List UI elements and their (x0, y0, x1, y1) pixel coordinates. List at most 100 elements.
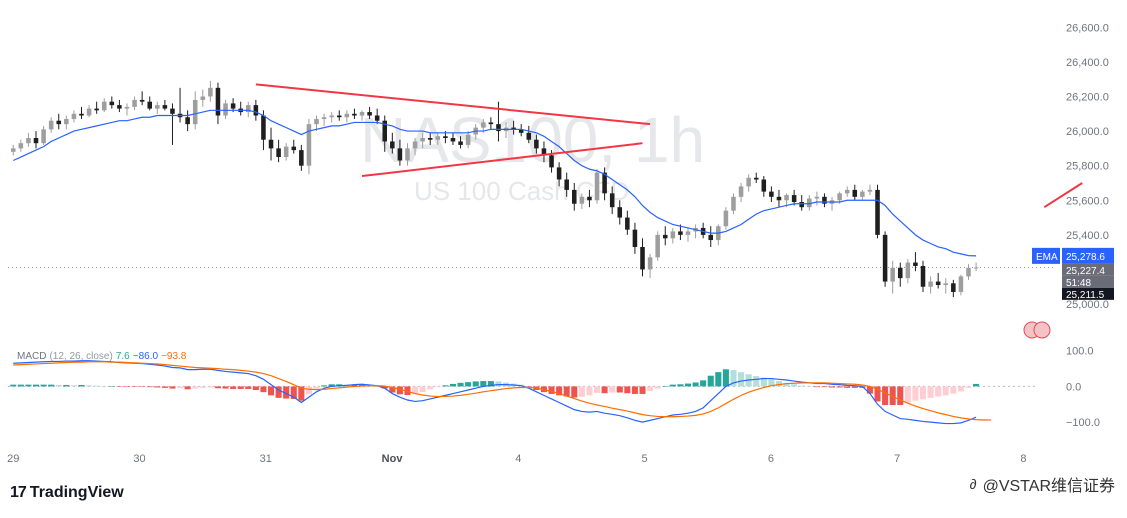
candle-body (314, 118, 319, 125)
candle-body (685, 231, 691, 235)
macd-hist-bar (449, 383, 457, 387)
macd-hist-bar (730, 370, 737, 387)
candle-body (321, 117, 327, 119)
macd-hist-bar (237, 386, 244, 389)
ema-value-badge (1062, 247, 1114, 264)
macd-hist-bar (563, 386, 570, 397)
macd-hist-bar (10, 384, 17, 387)
candle-body (283, 146, 289, 158)
candle-body (41, 129, 46, 144)
candle-body (549, 155, 554, 168)
candle-body (640, 246, 645, 270)
macd-hist-bar (442, 385, 449, 387)
time-axis: 29 30 31 Nov 4 5 6 7 8 (7, 453, 1026, 465)
macd-hist-bar (389, 386, 396, 393)
candle-body (655, 234, 660, 258)
price-tick-label: 25,000.0 (1066, 299, 1109, 311)
macd-lines-layer (13, 360, 992, 425)
candle-body (427, 138, 433, 140)
macd-hist-bar (108, 386, 115, 387)
candle-body (359, 112, 365, 116)
price-tick-label: 25,400.0 (1066, 230, 1109, 242)
macd-hist-bar (738, 372, 745, 387)
macd-hist-bar (245, 386, 252, 389)
macd-hist-bar (267, 386, 275, 396)
candle-body (117, 105, 122, 109)
macd-hist-bar (957, 386, 964, 392)
candle-body (844, 189, 850, 194)
macd-hist-bar (177, 386, 184, 389)
macd-hist-bar (230, 386, 237, 389)
candle-body (390, 141, 395, 149)
candle-body (162, 105, 168, 109)
macd-hist-bar (70, 385, 77, 387)
macd-hist-bar (753, 376, 760, 387)
candle-body (488, 122, 494, 125)
macd-hist-bar (25, 384, 32, 387)
trendline[interactable] (1043, 182, 1083, 209)
candle-body (753, 177, 759, 180)
macd-legend-text[interactable]: MACD (12, 26, close) 7.6 −86.0 −93.8 (17, 351, 187, 362)
candle-body (822, 196, 827, 204)
candle-body (374, 115, 380, 121)
macd-hist-bar (321, 385, 328, 387)
candle-body (913, 262, 918, 266)
candle-body (708, 234, 714, 241)
time-tick-label: 7 (894, 453, 900, 465)
macd-hist-bar (775, 381, 783, 387)
macd-hist-bar (851, 386, 858, 388)
tradingview-logo[interactable]: 17 TradingView (10, 484, 124, 502)
macd-hist-bar (275, 386, 282, 398)
us-flag-icon-2[interactable] (1033, 321, 1051, 339)
candle-body (299, 150, 304, 166)
trendline[interactable] (255, 83, 651, 126)
macd-hist-bar (374, 386, 381, 387)
macd-hist-bar (169, 386, 176, 389)
price-tick-label: 26,400.0 (1066, 57, 1109, 69)
price-tick-label: 26,600.0 (1066, 22, 1109, 34)
time-tick-label: 6 (768, 453, 774, 465)
candle-body (518, 129, 524, 133)
candle-body (723, 210, 729, 227)
trendline[interactable] (361, 142, 643, 178)
macd-hist-bar (404, 386, 411, 395)
candle-body (185, 117, 190, 125)
candle-body (109, 101, 115, 106)
macd-hist-bar (116, 386, 123, 387)
candle-body (662, 234, 668, 239)
macd-hist-bar (290, 386, 297, 399)
macd-legend: MACD (12, 26, close) 7.6 −86.0 −93.8 (17, 351, 187, 362)
candle-body (511, 127, 516, 130)
candle-body (336, 115, 342, 118)
candle-body (26, 138, 31, 144)
candle-body (435, 136, 441, 140)
macd-line (13, 360, 977, 425)
macd-hist-bar (965, 386, 972, 388)
candle-body (852, 189, 858, 197)
macd-hist-bar (647, 386, 654, 392)
macd-hist-bar (806, 386, 813, 387)
ema-label-badge (1032, 247, 1060, 264)
candle-body (147, 101, 152, 109)
candle-body (867, 189, 873, 192)
candle-body (200, 96, 206, 100)
macd-hist-bar (768, 379, 775, 387)
macd-hist-bar (86, 385, 93, 387)
macd-hist-bar (715, 372, 722, 387)
candle-body (761, 179, 767, 192)
macd-hist-bar (791, 384, 798, 387)
macd-hist-bar (48, 384, 55, 387)
candle-body (784, 195, 789, 201)
macd-hist-bar (571, 386, 578, 398)
macd-hist-bar (950, 386, 957, 394)
macd-hist-bar (313, 386, 320, 389)
candle-body (526, 132, 532, 140)
tv-logo-icon: 17 (10, 484, 27, 501)
candle-body (443, 136, 448, 138)
macd-hist-bar (396, 386, 403, 395)
macd-hist-bar (32, 384, 40, 387)
macd-hist-bar (381, 386, 388, 389)
macd-hist-bar (609, 386, 616, 393)
macd-hist-bar (813, 386, 820, 388)
candle-body (541, 148, 547, 156)
